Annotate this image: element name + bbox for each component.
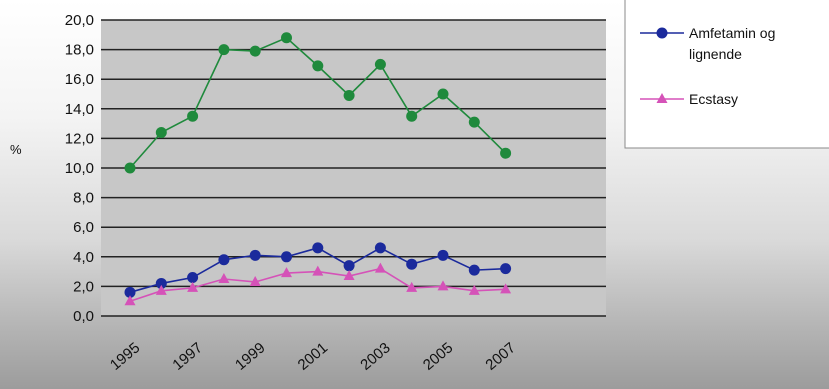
series-group <box>124 262 512 306</box>
data-point <box>656 27 668 39</box>
data-point <box>406 258 418 270</box>
data-point <box>281 267 292 278</box>
y-tick-label: 16,0 <box>65 71 94 88</box>
data-point <box>437 88 449 100</box>
y-tick-label: 20,0 <box>65 12 94 29</box>
x-tick-label: 2005 <box>420 339 456 373</box>
data-point <box>468 116 480 128</box>
data-point <box>500 283 512 294</box>
data-point <box>312 265 324 276</box>
data-point <box>124 286 136 298</box>
x-tick-label: 1995 <box>107 339 143 373</box>
data-point <box>155 126 167 138</box>
data-point <box>437 249 449 261</box>
legend-label: lignende <box>689 46 742 62</box>
data-point <box>218 44 230 56</box>
y-tick-label: 0,0 <box>73 308 94 325</box>
legend-label: Ecstasy <box>689 91 738 107</box>
y-axis-tick-labels: 0,0 2,0 4,0 6,0 8,0 10,0 12,0 14,0 16,0 18,0 20,0 <box>65 12 94 325</box>
y-tick-label: 2,0 <box>73 278 94 295</box>
legend-box <box>624 0 829 149</box>
x-axis-tick-labels: 1995 1997 1999 2001 2003 2005 2007 <box>107 339 519 373</box>
data-point <box>343 260 355 272</box>
data-point <box>343 89 355 101</box>
y-axis-label: % <box>10 142 22 157</box>
data-point <box>656 93 668 103</box>
data-point <box>312 60 324 72</box>
data-point <box>281 251 292 263</box>
legend-label: Amfetamin og <box>689 25 775 41</box>
legend-item: Ecstasy <box>640 91 738 107</box>
y-tick-label: 6,0 <box>73 219 94 236</box>
data-point <box>500 263 512 275</box>
x-tick-label: 1997 <box>169 339 205 373</box>
data-point <box>500 147 512 159</box>
data-point <box>218 273 230 283</box>
y-tick-label: 8,0 <box>73 190 94 207</box>
data-point <box>374 242 386 254</box>
legend-item: Amfetamin og lignende <box>640 25 775 62</box>
chart-series <box>124 32 512 306</box>
data-point <box>187 272 199 284</box>
data-point <box>155 277 167 289</box>
data-point <box>187 281 199 292</box>
data-point <box>218 254 230 266</box>
y-tick-label: 4,0 <box>73 249 94 266</box>
y-tick-label: 12,0 <box>65 130 94 147</box>
data-point <box>187 110 199 122</box>
data-point <box>468 284 480 295</box>
y-tick-label: 18,0 <box>65 42 94 59</box>
data-point <box>374 262 386 273</box>
x-tick-label: 2003 <box>357 339 393 373</box>
data-point <box>374 58 386 70</box>
x-tick-label: 2007 <box>482 339 518 373</box>
data-point <box>281 32 292 44</box>
y-tick-label: 10,0 <box>65 160 94 177</box>
series-group <box>124 32 512 174</box>
data-point <box>468 264 480 276</box>
legend: Amfetamin og lignende Ecstasy <box>624 0 829 149</box>
gridlines <box>101 19 606 317</box>
data-point <box>249 275 261 286</box>
data-point <box>437 280 449 291</box>
data-point <box>155 284 167 295</box>
data-point <box>406 110 418 122</box>
data-point <box>249 45 261 57</box>
data-point <box>249 249 261 261</box>
series-group <box>124 242 512 298</box>
y-tick-label: 14,0 <box>65 101 94 118</box>
data-point <box>406 281 418 292</box>
data-point <box>312 242 324 254</box>
data-point <box>124 295 136 306</box>
data-point <box>343 270 355 281</box>
x-tick-label: 2001 <box>295 339 331 373</box>
data-point <box>124 162 136 174</box>
x-tick-label: 1999 <box>232 339 268 373</box>
